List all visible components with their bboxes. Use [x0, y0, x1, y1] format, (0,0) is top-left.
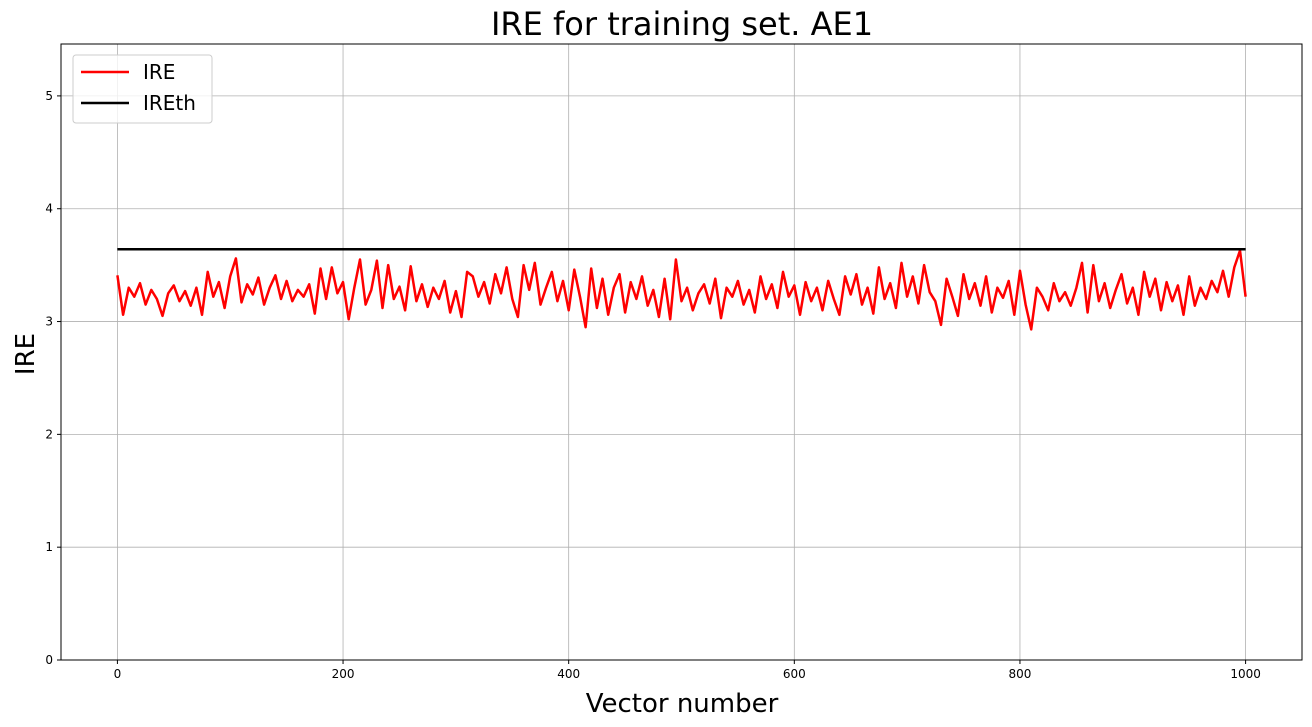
legend: IRE IREth — [72, 54, 213, 124]
x-tick-label: 600 — [783, 667, 806, 681]
y-tick-label: 4 — [45, 202, 53, 216]
series-lines — [116, 248, 1247, 331]
legend-label-ire: IRE — [143, 60, 175, 84]
x-tick-label: 400 — [557, 667, 580, 681]
y-tick-label: 0 — [45, 653, 53, 667]
grid — [61, 44, 1302, 661]
ticks: 0 200 400 600 800 1000 0 1 2 3 4 5 — [45, 89, 1261, 681]
y-tick-label: 5 — [45, 89, 53, 103]
chart-title: IRE for training set. AE1 — [491, 5, 873, 43]
legend-label-ireth: IREth — [143, 91, 196, 115]
y-tick-label: 1 — [45, 540, 53, 554]
plot-frame — [60, 43, 1303, 661]
y-axis-label: IRE — [11, 333, 41, 375]
y-tick-label: 3 — [45, 315, 53, 329]
series-line-ire — [116, 249, 1247, 331]
x-tick-label: 0 — [114, 667, 122, 681]
x-tick-label: 800 — [1009, 667, 1032, 681]
x-axis-label: Vector number — [586, 689, 779, 719]
x-tick-label: 200 — [332, 667, 355, 681]
y-tick-label: 2 — [45, 427, 53, 441]
x-tick-label: 1000 — [1230, 667, 1261, 681]
